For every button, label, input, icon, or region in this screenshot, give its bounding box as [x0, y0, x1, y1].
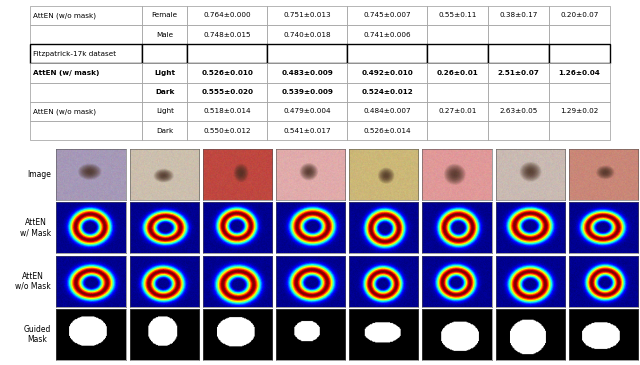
- Text: Guided
Mask: Guided Mask: [24, 325, 51, 344]
- Text: AttEN
w/o Mask: AttEN w/o Mask: [15, 272, 51, 291]
- Text: AttEN
w/ Mask: AttEN w/ Mask: [20, 218, 51, 238]
- Text: Image: Image: [28, 170, 51, 179]
